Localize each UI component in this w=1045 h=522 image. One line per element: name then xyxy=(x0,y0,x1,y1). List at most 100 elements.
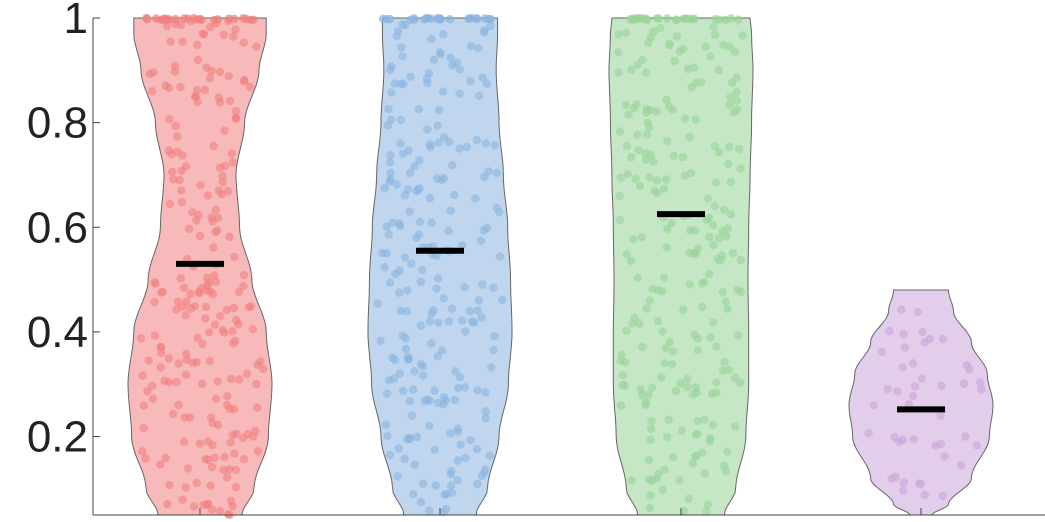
data-point xyxy=(731,422,740,431)
data-point xyxy=(690,63,699,72)
data-point xyxy=(239,282,248,291)
data-point xyxy=(684,494,693,503)
data-point xyxy=(614,68,623,77)
data-point xyxy=(462,142,472,152)
data-point xyxy=(380,263,389,272)
data-point xyxy=(679,305,688,314)
data-point xyxy=(626,256,636,265)
data-point xyxy=(165,480,174,490)
data-point xyxy=(156,15,166,25)
data-point xyxy=(171,121,180,131)
data-point xyxy=(446,429,455,438)
data-point xyxy=(253,447,263,456)
data-point xyxy=(156,460,165,469)
y-axis-ticks: 0.2 0.4 0.6 0.8 1 xyxy=(27,0,100,462)
data-point xyxy=(393,472,402,481)
data-point xyxy=(386,65,395,74)
data-point xyxy=(489,345,498,355)
data-point xyxy=(704,213,714,223)
data-point xyxy=(179,283,189,292)
data-point xyxy=(401,334,410,343)
data-point xyxy=(427,309,436,319)
data-point xyxy=(721,466,730,476)
data-point xyxy=(466,76,475,86)
data-point xyxy=(726,14,736,23)
data-point xyxy=(181,483,190,492)
data-point xyxy=(715,15,724,24)
data-point xyxy=(215,67,225,77)
data-point xyxy=(458,241,467,250)
data-point xyxy=(172,377,181,387)
data-point xyxy=(683,64,692,74)
data-point xyxy=(721,297,730,306)
data-point xyxy=(211,394,221,404)
data-point xyxy=(703,500,713,509)
data-point xyxy=(671,386,681,396)
data-point xyxy=(218,177,227,187)
data-point xyxy=(869,401,878,410)
data-point xyxy=(175,175,184,185)
data-point xyxy=(210,453,219,462)
data-point xyxy=(409,489,418,499)
data-point xyxy=(425,421,434,430)
data-point xyxy=(380,184,389,193)
data-point xyxy=(700,469,709,478)
data-point xyxy=(471,194,480,203)
data-point xyxy=(207,66,216,76)
data-point xyxy=(717,251,727,260)
data-point xyxy=(460,283,469,292)
data-point xyxy=(203,499,213,509)
data-point xyxy=(736,256,745,265)
data-point xyxy=(630,313,639,323)
data-point xyxy=(736,287,746,297)
data-point xyxy=(457,316,467,325)
data-point xyxy=(633,273,642,282)
data-point xyxy=(691,430,701,439)
data-point xyxy=(615,127,625,136)
data-point xyxy=(163,499,172,509)
data-point xyxy=(478,73,487,82)
data-point xyxy=(669,453,678,462)
data-point xyxy=(476,236,486,245)
data-point xyxy=(646,435,655,444)
data-point xyxy=(425,193,435,203)
data-point xyxy=(213,377,222,386)
data-point xyxy=(258,364,268,374)
data-point xyxy=(412,187,421,196)
data-point xyxy=(373,299,382,308)
data-point xyxy=(645,173,654,182)
data-point xyxy=(387,115,396,125)
data-point xyxy=(219,30,228,40)
data-point xyxy=(405,207,414,216)
data-point xyxy=(685,280,695,289)
data-point xyxy=(897,305,906,314)
data-point xyxy=(664,415,673,424)
data-point xyxy=(433,352,442,361)
data-point xyxy=(647,476,657,486)
violin-body xyxy=(608,17,754,516)
data-point xyxy=(228,327,237,336)
data-point xyxy=(431,481,440,490)
data-point xyxy=(439,294,448,303)
data-point xyxy=(961,432,970,441)
data-point xyxy=(710,201,719,210)
data-point xyxy=(724,159,733,169)
data-point xyxy=(164,354,174,363)
y-tick-label: 1 xyxy=(64,0,88,43)
data-point xyxy=(393,27,403,36)
data-point xyxy=(627,65,636,75)
data-point xyxy=(181,370,191,379)
data-point xyxy=(656,24,665,33)
data-point xyxy=(714,234,724,243)
data-point xyxy=(447,304,457,313)
data-point xyxy=(388,218,397,227)
data-point xyxy=(683,374,692,384)
data-point xyxy=(909,435,918,444)
data-point xyxy=(225,232,234,242)
data-point xyxy=(150,331,160,340)
data-point xyxy=(206,23,215,32)
data-point xyxy=(192,358,201,367)
data-point xyxy=(461,327,470,336)
data-point xyxy=(696,78,706,87)
data-point xyxy=(708,420,718,429)
